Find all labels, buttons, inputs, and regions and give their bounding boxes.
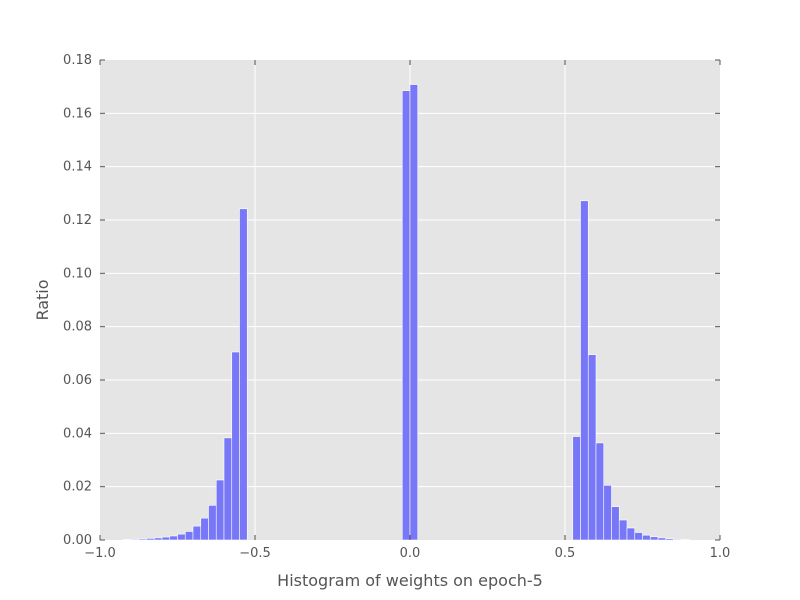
histogram-bar (153, 537, 163, 541)
histogram-bar (618, 519, 628, 541)
y-tick-label: 0.14 (63, 160, 92, 175)
histogram-bar (215, 479, 225, 541)
histogram-bar (161, 536, 171, 541)
y-tick-label: 0.00 (63, 533, 92, 548)
histogram-bar (657, 537, 667, 541)
histogram-bar (184, 531, 194, 541)
y-tick-label: 0.08 (63, 320, 92, 335)
histogram-bar (595, 442, 605, 541)
histogram-bar (680, 539, 690, 541)
axis-ticks (99, 59, 721, 541)
x-tick-label: −0.5 (239, 546, 271, 561)
histogram-bar (642, 534, 651, 541)
histogram-bar (580, 200, 589, 541)
x-axis-label: Histogram of weights on epoch-5 (277, 571, 543, 590)
x-tick-label: 0.5 (555, 546, 576, 561)
histogram-bar (626, 527, 636, 541)
y-axis-label: Ratio (33, 279, 52, 320)
x-tick-label: 0.0 (400, 546, 421, 561)
y-tick-label: 0.16 (63, 106, 92, 121)
histogram-bar (223, 437, 233, 541)
y-tick-label: 0.04 (63, 426, 92, 441)
histogram-bar (138, 538, 147, 541)
y-tick-labels: 0.00 0.02 0.04 0.06 0.08 0.10 0.12 0.14 0.16 0.18 (63, 53, 92, 548)
histogram-bar (587, 354, 597, 541)
histogram-bar (239, 208, 248, 541)
histogram-bar (673, 538, 682, 541)
histogram-bar (665, 538, 674, 541)
histogram-bar (572, 436, 581, 541)
histogram-bar (634, 532, 643, 541)
histogram-bar (231, 351, 240, 541)
y-tick-label: 0.12 (63, 213, 92, 228)
histogram-bar (169, 535, 178, 541)
histogram-bar (409, 84, 419, 541)
histogram-bar (649, 536, 659, 541)
histogram-bar (130, 538, 140, 541)
histogram-bar (146, 538, 155, 541)
histogram-bar (200, 517, 209, 541)
histogram-bar (122, 539, 132, 541)
x-tick-labels: −1.0 −0.5 0.0 0.5 1.0 (84, 546, 730, 561)
y-tick-label: 0.02 (63, 480, 92, 495)
histogram-bar (611, 506, 620, 541)
y-tick-label: 0.10 (63, 266, 92, 281)
histogram-bar (208, 505, 217, 541)
histogram-bar (177, 533, 186, 541)
x-tick-label: −1.0 (84, 546, 116, 561)
histogram-bar (401, 90, 411, 541)
y-tick-label: 0.18 (63, 53, 92, 68)
histogram-bar (603, 485, 612, 541)
y-tick-label: 0.06 (63, 373, 92, 388)
x-tick-label: 1.0 (710, 546, 731, 561)
histogram-bar (192, 525, 202, 541)
histogram-bars (122, 84, 690, 541)
